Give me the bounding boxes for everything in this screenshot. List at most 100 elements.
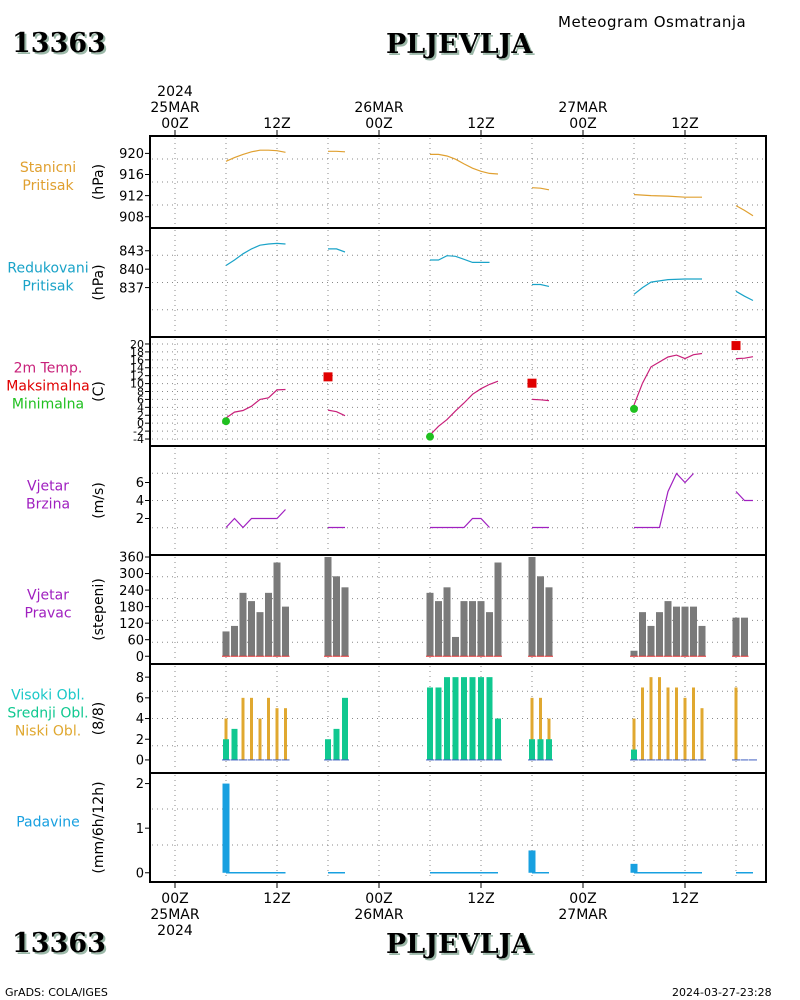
station-name-top: PLJEVLJA: [386, 29, 533, 60]
y-tick-label: 840: [119, 263, 144, 278]
date-label-top: 27MAR: [558, 100, 607, 116]
bar: [258, 718, 262, 760]
y-tick-label: 120: [119, 617, 144, 632]
panel-label: Minimalna: [12, 397, 84, 413]
series-line: [328, 248, 346, 253]
bar: [469, 677, 476, 760]
panel-label: Maksimalna: [6, 379, 90, 395]
bar: [495, 718, 501, 760]
bar: [528, 557, 536, 657]
series-line: [735, 491, 753, 502]
bar: [529, 739, 535, 760]
bar: [333, 576, 340, 657]
min-temp-marker: [426, 432, 434, 441]
bar: [435, 601, 442, 657]
series-line: [735, 356, 754, 360]
panel-label: Stanicni: [20, 160, 76, 176]
bar: [452, 677, 459, 760]
y-tick-label: 0: [136, 650, 144, 665]
y-tick-label: 180: [119, 600, 144, 615]
bar: [273, 562, 281, 657]
bar: [546, 739, 552, 760]
y-axis-label: (m/s): [91, 482, 107, 519]
y-tick-label: -4: [133, 433, 144, 446]
bar: [537, 576, 544, 657]
bar: [675, 687, 678, 760]
bar: [478, 677, 484, 760]
bar: [486, 677, 493, 760]
bar: [223, 739, 229, 760]
y-tick-label: 10: [130, 378, 144, 391]
min-temp-marker: [630, 404, 638, 413]
series-line: [531, 187, 550, 191]
bar: [698, 625, 706, 657]
bar: [639, 612, 646, 657]
series-line: [634, 472, 694, 529]
bar: [530, 697, 534, 760]
timestamp-text: 2024-03-27-23:28: [672, 986, 772, 999]
bar: [486, 612, 493, 657]
panel-label: Pritisak: [22, 279, 74, 295]
time-tick-label-top: 12Z: [671, 116, 698, 132]
date-label-bottom: 26MAR: [354, 907, 403, 923]
series-line: [225, 388, 286, 419]
y-axis-label: (hPa): [91, 164, 107, 200]
y-tick-label: 8: [137, 385, 144, 398]
bar: [656, 612, 663, 657]
bar: [461, 677, 467, 760]
time-tick-label-bottom: 12Z: [263, 891, 290, 907]
y-tick-label: 4: [136, 494, 144, 509]
time-tick-label-bottom: 12Z: [671, 891, 698, 907]
bar: [231, 625, 238, 657]
max-temp-marker: [323, 372, 333, 382]
series-line: [225, 149, 286, 162]
y-axis-label: (stepeni): [91, 578, 107, 641]
y-tick-label: 6: [136, 692, 144, 707]
y-tick-label: 6: [137, 393, 144, 406]
y-axis-label: (C): [91, 381, 107, 402]
y-tick-label: 14: [130, 362, 144, 375]
panel-label: Srednji Obl.: [7, 706, 88, 722]
bar: [537, 739, 544, 760]
bar: [681, 606, 689, 657]
time-tick-label-top: 12Z: [263, 116, 290, 132]
bar: [741, 617, 748, 657]
bar: [256, 612, 264, 657]
series-line: [430, 255, 490, 263]
bar: [282, 606, 289, 657]
y-tick-label: 6: [136, 476, 144, 491]
year-label-bottom: 2024: [157, 923, 193, 939]
bar: [692, 687, 695, 760]
bar: [666, 687, 670, 760]
bar: [649, 677, 653, 760]
time-tick-label-top: 00Z: [161, 116, 188, 132]
max-temp-marker: [527, 378, 537, 388]
series-line: [633, 278, 702, 295]
y-axis-label: (8/8): [91, 702, 107, 735]
chart-subtitle: Meteogram Osmatranja: [558, 13, 747, 31]
max-temp-marker: [731, 341, 741, 351]
bar: [469, 601, 476, 657]
series-line: [633, 352, 703, 406]
bar: [325, 739, 331, 760]
y-tick-label: 18: [130, 346, 144, 359]
series-line: [328, 150, 346, 153]
panel-label: Padavine: [16, 815, 80, 831]
y-tick-label: 912: [119, 189, 144, 204]
panel-label: Brzina: [26, 497, 70, 513]
bar: [732, 617, 740, 657]
y-axis-label: (mm/6h/12h): [91, 781, 107, 873]
panel-label: 2m Temp.: [14, 361, 83, 377]
bar: [494, 562, 502, 657]
series-line: [327, 409, 346, 417]
series-line: [225, 509, 286, 529]
y-tick-label: 2: [136, 512, 144, 527]
y-tick-label: 1: [136, 822, 144, 837]
panel-label: Pravac: [24, 606, 71, 622]
series-line: [532, 283, 550, 287]
bar: [444, 677, 450, 760]
series-line: [531, 398, 550, 402]
y-tick-label: 0: [137, 417, 144, 430]
bar: [632, 718, 636, 760]
